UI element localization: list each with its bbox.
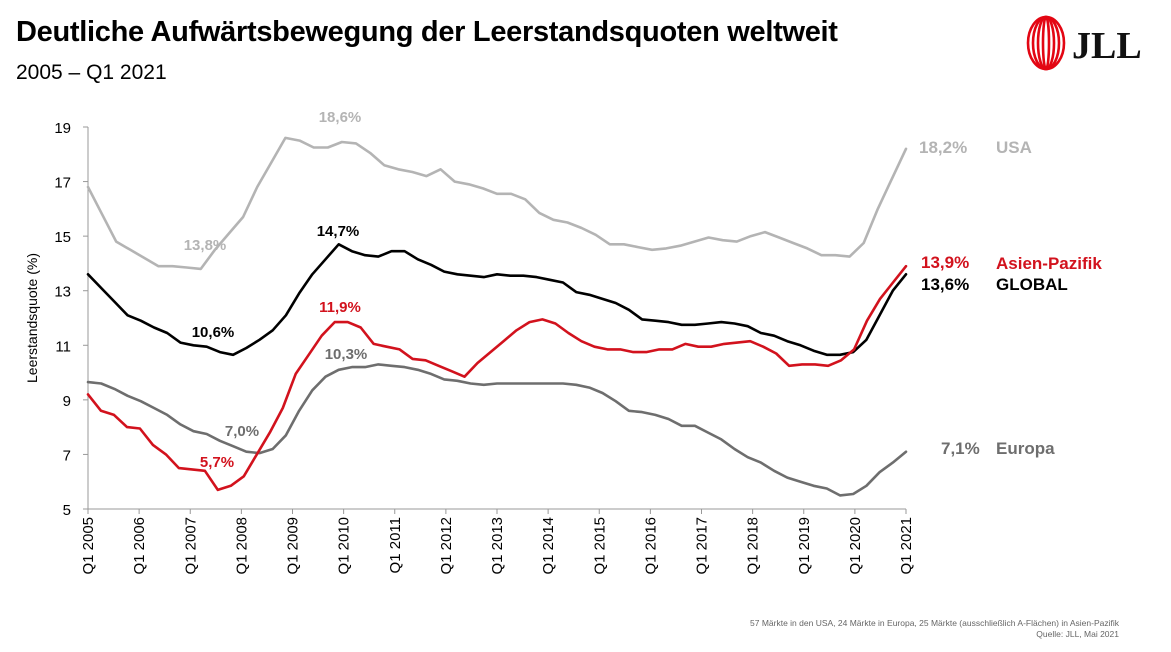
legend-label-asien-pazifik: Asien-Pazifik (996, 254, 1102, 273)
annotation-label: 5,7% (200, 454, 234, 471)
x-tick-label: Q1 2013 (489, 517, 506, 575)
y-tick-label: 19 (54, 120, 71, 137)
x-tick-label: Q1 2015 (591, 517, 608, 575)
legend-label-global: GLOBAL (996, 275, 1068, 294)
annotation-label: 18,6% (319, 109, 362, 126)
annotation-label: 7,0% (225, 423, 259, 440)
x-tick-label: Q1 2018 (745, 517, 762, 575)
series-line-usa (86, 136, 908, 271)
x-tick-label: Q1 2011 (387, 517, 404, 573)
y-tick-label: 13 (54, 284, 71, 301)
series-line-asien-pazifik (86, 264, 908, 492)
x-tick-label: Q1 2014 (540, 517, 557, 575)
y-axis-label: Leerstandsquote (%) (24, 253, 40, 383)
series-line-global (86, 243, 908, 357)
footnote: 57 Märkte in den USA, 24 Märkte in Europ… (750, 618, 1119, 640)
chart-subtitle: 2005 – Q1 2021 (16, 61, 167, 84)
x-tick-label: Q1 2005 (80, 517, 97, 575)
y-tick-label: 11 (55, 338, 71, 355)
jll-logo-mark-icon (1026, 15, 1066, 71)
end-value-usa: 18,2% (919, 138, 967, 157)
y-tick-label: 7 (63, 447, 71, 464)
y-tick-label: 17 (54, 175, 71, 192)
y-tick-label: 15 (54, 229, 71, 246)
end-value-global: 13,6% (921, 275, 969, 294)
x-tick-label: Q1 2006 (131, 517, 148, 575)
annotation-label: 10,3% (325, 346, 368, 363)
y-tick-label: 9 (63, 393, 71, 410)
end-value-europa: 7,1% (941, 439, 980, 458)
x-tick-label: Q1 2012 (438, 517, 455, 575)
jll-logo-text: JLL (1072, 25, 1142, 67)
chart-lines (86, 136, 908, 497)
series-line-europa (86, 363, 908, 497)
x-tick-label: Q1 2017 (694, 517, 711, 575)
footnote-source: Quelle: JLL, Mai 2021 (1036, 629, 1119, 639)
end-value-asien-pazifik: 13,9% (921, 253, 969, 272)
legend-label-usa: USA (996, 138, 1032, 157)
annotation-label: 13,8% (184, 237, 227, 254)
annotation-label: 10,6% (192, 324, 235, 341)
chart-labels: 18,2% USA 7,1% Europa 13,6% GLOBAL 13,9% Asien-… (184, 109, 1103, 471)
chart-axes: 5 7 9 11 13 15 17 19 Leerstandsquote (%) Q1 2005 Q… (24, 120, 915, 575)
chart-title: Deutliche Aufwärtsbewegung der Leerstand… (16, 16, 838, 48)
x-tick-label: Q1 2008 (233, 517, 250, 575)
annotation-label: 11,9% (319, 299, 361, 316)
legend-label-europa: Europa (996, 439, 1055, 458)
x-tick-label: Q1 2020 (847, 517, 864, 575)
footnote-markets: 57 Märkte in den USA, 24 Märkte in Europ… (750, 618, 1119, 628)
annotation-label: 14,7% (317, 223, 360, 240)
x-tick-label: Q1 2009 (285, 517, 302, 575)
x-tick-label: Q1 2021 (898, 517, 915, 575)
x-tick-label: Q1 2007 (182, 517, 199, 575)
x-tick-label: Q1 2019 (796, 517, 813, 575)
y-tick-label: 5 (63, 502, 71, 519)
x-tick-label: Q1 2016 (642, 517, 659, 575)
jll-logo: JLL (1026, 15, 1142, 71)
x-tick-label: Q1 2010 (336, 517, 353, 575)
